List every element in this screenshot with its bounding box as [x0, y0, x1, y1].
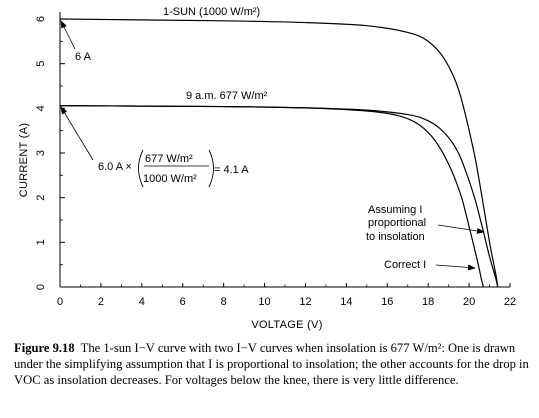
correct-label: Correct I [384, 259, 426, 271]
y-tick-label: 0 [35, 284, 47, 290]
x-tick-label: 20 [463, 296, 475, 308]
assuming-label-line3: to insolation [366, 231, 425, 243]
figure-number: Figure 9.18 [14, 341, 75, 355]
figure-caption: Figure 9.18 The 1-sun I−V curve with two … [14, 340, 532, 389]
calc-denominator: 1000 W/m² [143, 173, 197, 185]
isc-6a-label: 6 A [75, 51, 92, 63]
calc-right-paren [208, 149, 214, 188]
y-tick-label: 1 [35, 239, 47, 245]
x-tick-label: 6 [180, 296, 186, 308]
x-tick-label: 16 [381, 296, 393, 308]
x-tick-label: 22 [504, 296, 516, 308]
caption-text: The 1-sun I−V curve with two I−V curves … [14, 341, 529, 388]
y-tick-label: 4 [35, 105, 47, 111]
calc-numerator: 677 W/m² [145, 153, 193, 165]
calc-prefix: 6.0 A × [98, 161, 132, 173]
x-tick-label: 14 [340, 296, 352, 308]
x-tick-label: 10 [258, 296, 270, 308]
x-tick-label: 12 [299, 296, 311, 308]
x-tick-label: 8 [221, 296, 227, 308]
isc-6a-arrow [60, 20, 76, 50]
y-tick-label: 2 [35, 195, 47, 201]
correct-arrow [435, 264, 476, 271]
x-axis-label: VOLTAGE (V) [251, 319, 322, 331]
nine-am-label: 9 a.m. 677 W/m² [186, 90, 268, 102]
x-tick-label: 0 [57, 296, 63, 308]
axes [59, 12, 510, 288]
x-tick-label: 4 [139, 296, 145, 308]
y-axis-label: CURRENT (A) [18, 123, 30, 198]
series-line-3 [59, 105, 484, 288]
y-tick-label: 5 [35, 61, 47, 67]
assuming-label-line1: Assuming I [368, 204, 422, 216]
y-tick-label: 6 [35, 16, 47, 22]
one-sun-label: 1-SUN (1000 W/m²) [163, 6, 260, 18]
series-lines [59, 18, 499, 288]
y-tick-label: 3 [35, 150, 47, 156]
assuming-label-line2: proportional [368, 217, 426, 229]
calc-arrow [60, 106, 94, 161]
series-line-1 [59, 18, 499, 288]
x-tick-label: 18 [422, 296, 434, 308]
x-tick-label: 2 [98, 296, 104, 308]
series-line-2 [59, 105, 499, 288]
calc-left-paren [138, 149, 144, 188]
calc-result: = 4.1 A [214, 164, 249, 176]
assuming-arrow [437, 224, 485, 234]
